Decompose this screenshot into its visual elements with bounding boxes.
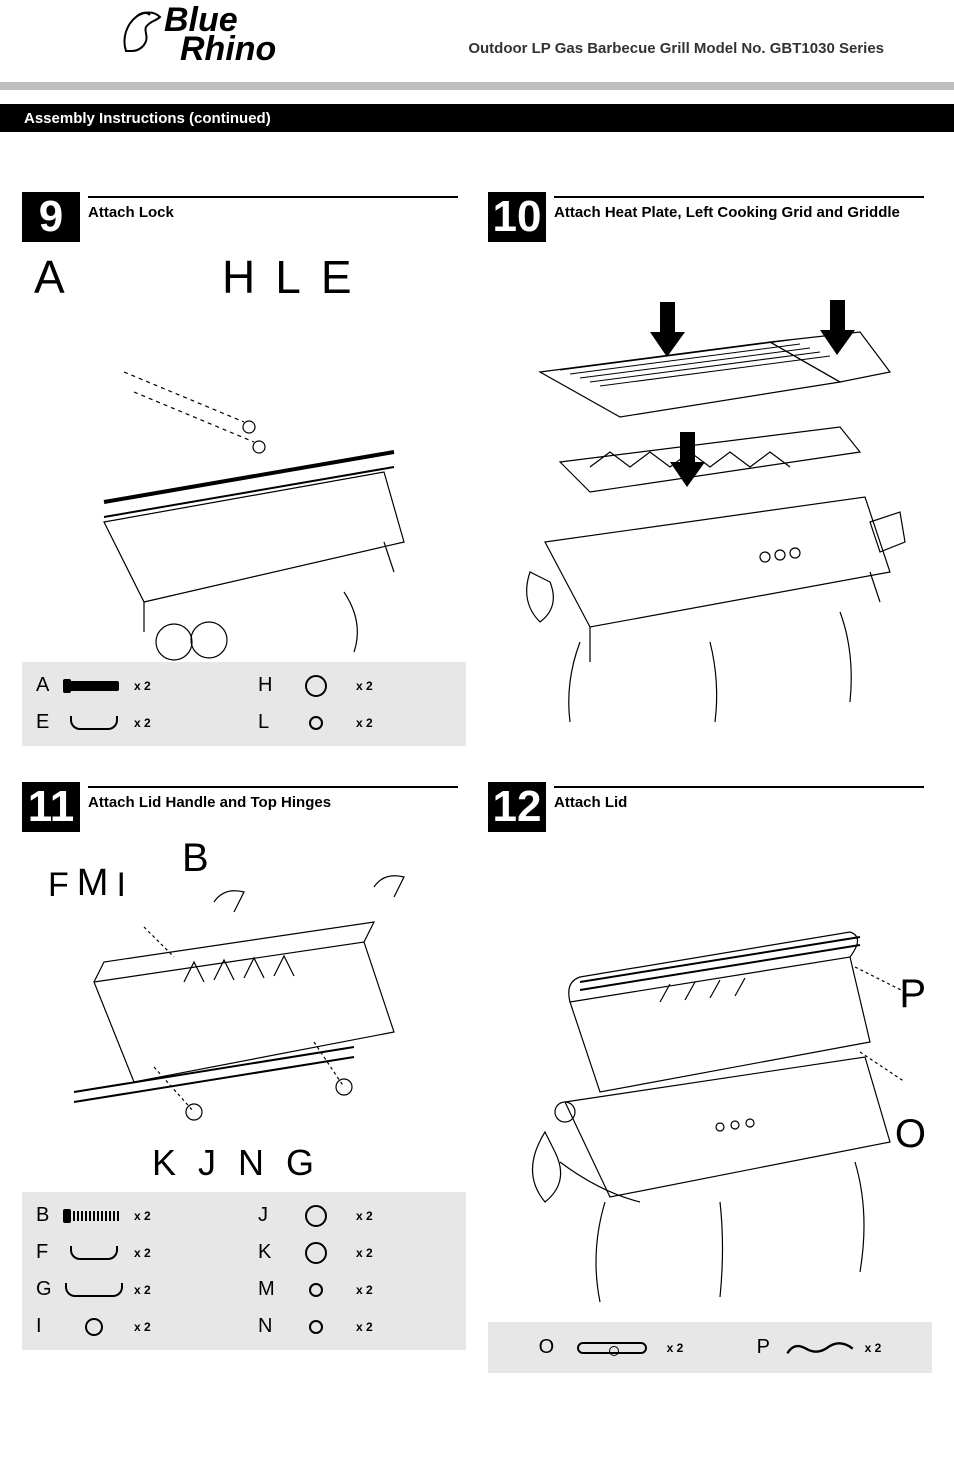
callouts-top: F M I — [48, 862, 126, 905]
part-B: Bx 2 — [36, 1204, 230, 1227]
step-number: 10 — [488, 192, 546, 242]
section-header: Assembly Instructions (continued) — [0, 104, 954, 132]
step-11: 11 Attach Lid Handle and Top Hinges F M … — [22, 782, 466, 1373]
step-number: 11 — [22, 782, 80, 832]
step-title: Attach Lid — [554, 792, 924, 817]
rule — [88, 786, 458, 788]
step-title: Attach Heat Plate, Left Cooking Grid and… — [554, 202, 924, 227]
part-L: L x 2 — [258, 711, 452, 734]
callout-B: B — [182, 836, 209, 881]
washer-icon — [286, 1242, 346, 1264]
step-header: 10 Attach Heat Plate, Left Cooking Grid … — [488, 192, 932, 242]
step-10: 10 Attach Heat Plate, Left Cooking Grid … — [488, 192, 932, 746]
callout-hle: H L E — [222, 250, 352, 304]
assembly-drawing: A H L E — [22, 242, 466, 662]
rhino-icon — [120, 7, 164, 63]
step-row: 11 Attach Lid Handle and Top Hinges F M … — [22, 782, 932, 1373]
parts-list: O x 2 P x 2 — [488, 1322, 932, 1373]
bracket-icon — [64, 1242, 124, 1264]
washer-icon — [286, 1279, 346, 1301]
rule — [554, 196, 924, 198]
rule — [554, 786, 924, 788]
grill-figure — [488, 242, 932, 742]
parts-list: Bx 2 Jx 2 Fx 2 Kx 2 Gx 2 Mx 2 Ix 2 Nx 2 — [22, 1192, 466, 1350]
gray-divider — [0, 82, 954, 90]
step-row: 9 Attach Lock A H L E — [22, 192, 932, 746]
part-I: Ix 2 — [36, 1315, 230, 1338]
step-title-area: Attach Lid Handle and Top Hinges — [80, 782, 466, 832]
step-12: 12 Attach Lid P O — [488, 782, 932, 1373]
part-P: P x 2 — [757, 1336, 882, 1359]
washer-icon — [286, 1316, 346, 1338]
assembly-drawing: P O — [488, 832, 932, 1322]
brand-header: Blue Rhino Outdoor LP Gas Barbecue Grill… — [0, 0, 954, 82]
part-N: Nx 2 — [258, 1315, 452, 1338]
hinge-icon — [567, 1337, 657, 1359]
part-J: Jx 2 — [258, 1204, 452, 1227]
washer-icon — [286, 712, 346, 734]
step-number: 12 — [488, 782, 546, 832]
step-title-area: Attach Lid — [546, 782, 932, 832]
rule — [88, 196, 458, 198]
clip-icon — [785, 1337, 855, 1359]
part-H: H x 2 — [258, 674, 452, 697]
step-header: 12 Attach Lid — [488, 782, 932, 832]
step-header: 11 Attach Lid Handle and Top Hinges — [22, 782, 466, 832]
step-body: F M I B K J N G — [22, 832, 466, 1350]
washer-icon — [64, 1316, 124, 1338]
step-body: A H L E — [22, 242, 466, 746]
content-area: 9 Attach Lock A H L E — [0, 132, 954, 1429]
brand-bottom: Rhino — [180, 35, 276, 64]
bolt-icon — [64, 1205, 124, 1227]
callout-a: A — [34, 250, 65, 304]
part-G: Gx 2 — [36, 1278, 230, 1301]
washer-icon — [286, 675, 346, 697]
callout-P: P — [899, 972, 926, 1017]
callout-O: O — [895, 1112, 926, 1157]
part-K: Kx 2 — [258, 1241, 452, 1264]
part-M: Mx 2 — [258, 1278, 452, 1301]
page: Blue Rhino Outdoor LP Gas Barbecue Grill… — [0, 0, 954, 1429]
part-E: E x 2 — [36, 711, 230, 734]
spacer — [0, 90, 954, 104]
section-title: Assembly Instructions (continued) — [24, 110, 271, 127]
step-title: Attach Lid Handle and Top Hinges — [88, 792, 458, 817]
step-title: Attach Lock — [88, 202, 458, 227]
step-header: 9 Attach Lock — [22, 192, 466, 242]
brand-name: Blue Rhino — [164, 6, 276, 64]
step-number: 9 — [22, 192, 80, 242]
parts-list: A x 2 H x 2 E x 2 — [22, 662, 466, 746]
bracket-icon — [64, 712, 124, 734]
callouts-bottom: K J N G — [152, 1142, 314, 1184]
part-O: O x 2 — [539, 1336, 684, 1359]
step-title-area: Attach Lock — [80, 192, 466, 242]
step-body: P O — [488, 832, 932, 1373]
assembly-drawing — [488, 242, 932, 742]
full-grill-figure — [488, 832, 932, 1322]
brand-logo: Blue Rhino — [120, 6, 276, 64]
step-body — [488, 242, 932, 742]
step-9: 9 Attach Lock A H L E — [22, 192, 466, 746]
grill-figure — [22, 242, 466, 662]
part-A: A x 2 — [36, 674, 230, 697]
document-title: Outdoor LP Gas Barbecue Grill Model No. … — [468, 40, 884, 57]
bracket-icon — [64, 1279, 124, 1301]
step-title-area: Attach Heat Plate, Left Cooking Grid and… — [546, 192, 932, 242]
washer-icon — [286, 1205, 346, 1227]
bolt-icon — [64, 675, 124, 697]
assembly-drawing: F M I B K J N G — [22, 832, 466, 1192]
part-F: Fx 2 — [36, 1241, 230, 1264]
